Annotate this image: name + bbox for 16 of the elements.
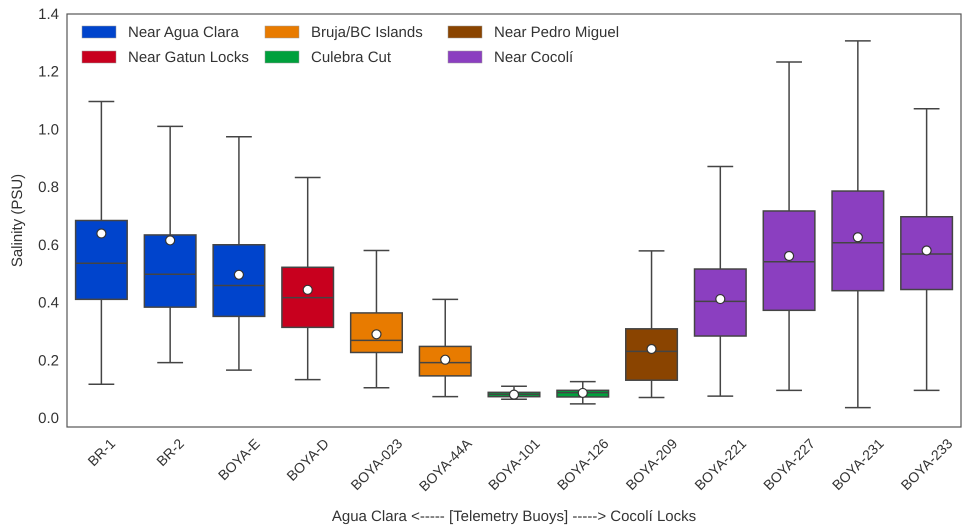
y-tick-label: 1.2 — [38, 64, 59, 81]
y-tick-label: 0.0 — [38, 410, 59, 428]
y-tick-label: 0.6 — [38, 236, 59, 254]
legend-label: Bruja/BC Islands — [311, 24, 423, 41]
legend-label: Culebra Cut — [311, 49, 392, 66]
y-tick-label: 0.8 — [38, 179, 59, 196]
y-tick-label: 0.2 — [38, 352, 59, 370]
y-tick-label: 0.4 — [38, 294, 59, 312]
x-axis-title: Agua Clara <----- [Telemetry Buoys] -----> Cocolí Locks — [332, 508, 696, 525]
legend-label: Near Cocolí — [494, 49, 574, 66]
legend-label: Near Gatun Locks — [128, 49, 249, 66]
legend-label: Near Agua Clara — [128, 24, 240, 41]
y-tick-label: 1.4 — [38, 6, 59, 23]
y-tick-label: 1.0 — [38, 121, 59, 138]
y-axis-title: Salinity (PSU) — [9, 174, 26, 268]
legend-label: Near Pedro Miguel — [494, 24, 620, 41]
